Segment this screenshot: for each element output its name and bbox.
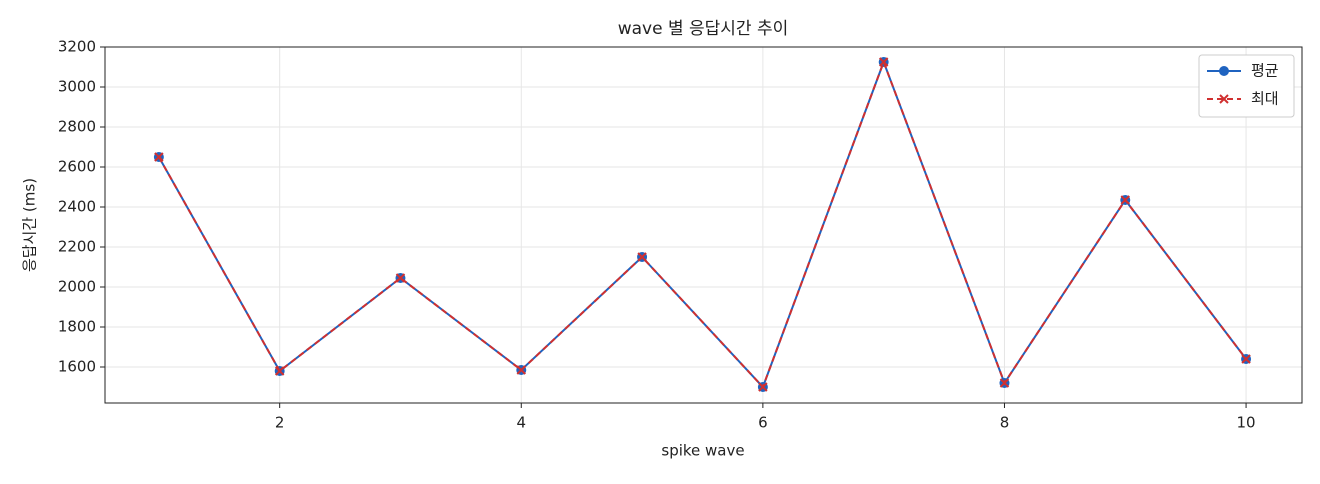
series-line <box>158 59 1247 389</box>
marker <box>395 273 406 283</box>
marker-x <box>637 252 647 262</box>
marker <box>637 252 647 262</box>
marker <box>154 152 164 162</box>
marker-x <box>516 365 526 375</box>
y-tick-label: 2400 <box>58 198 96 216</box>
x-tick-label: 8 <box>1000 414 1010 432</box>
y-tick-label: 2200 <box>58 238 96 256</box>
y-tick-label: 1600 <box>58 358 96 376</box>
marker <box>999 378 1010 388</box>
marker-x <box>154 152 164 162</box>
y-tick-label: 3200 <box>58 38 96 56</box>
x-tick-label: 4 <box>517 414 527 432</box>
x-tick-label: 2 <box>275 414 285 432</box>
marker-x <box>1120 195 1130 205</box>
marker-x <box>274 366 285 376</box>
marker-x <box>395 273 406 283</box>
y-tick-label: 2800 <box>58 118 96 136</box>
marker <box>1219 66 1229 76</box>
legend-label: 평균 <box>1251 62 1279 80</box>
y-tick-label: 3000 <box>58 78 96 96</box>
y-tick-label: 2000 <box>58 278 96 296</box>
marker <box>878 57 889 67</box>
marker-x <box>1219 94 1229 104</box>
marker-x <box>878 57 889 67</box>
marker <box>1219 94 1229 104</box>
marker <box>274 366 285 376</box>
chart-title: wave 별 응답시간 추이 <box>618 19 789 39</box>
legend-box <box>1198 54 1295 118</box>
marker <box>1241 354 1251 364</box>
plot-frame <box>104 46 1303 404</box>
y-tick-label: 2600 <box>58 158 96 176</box>
marker <box>1120 195 1130 205</box>
marker-x <box>1241 354 1251 364</box>
marker-x <box>758 382 768 392</box>
y-tick-label: 1800 <box>58 318 96 336</box>
marker <box>516 365 526 375</box>
y-axis-label: 응답시간 (ms) <box>21 178 39 272</box>
legend-label: 최대 <box>1251 90 1279 108</box>
marker <box>758 382 768 392</box>
x-axis-label: spike wave <box>661 442 744 460</box>
marker-x <box>999 378 1010 388</box>
x-tick-label: 6 <box>758 414 768 432</box>
x-tick-label: 10 <box>1237 414 1256 432</box>
